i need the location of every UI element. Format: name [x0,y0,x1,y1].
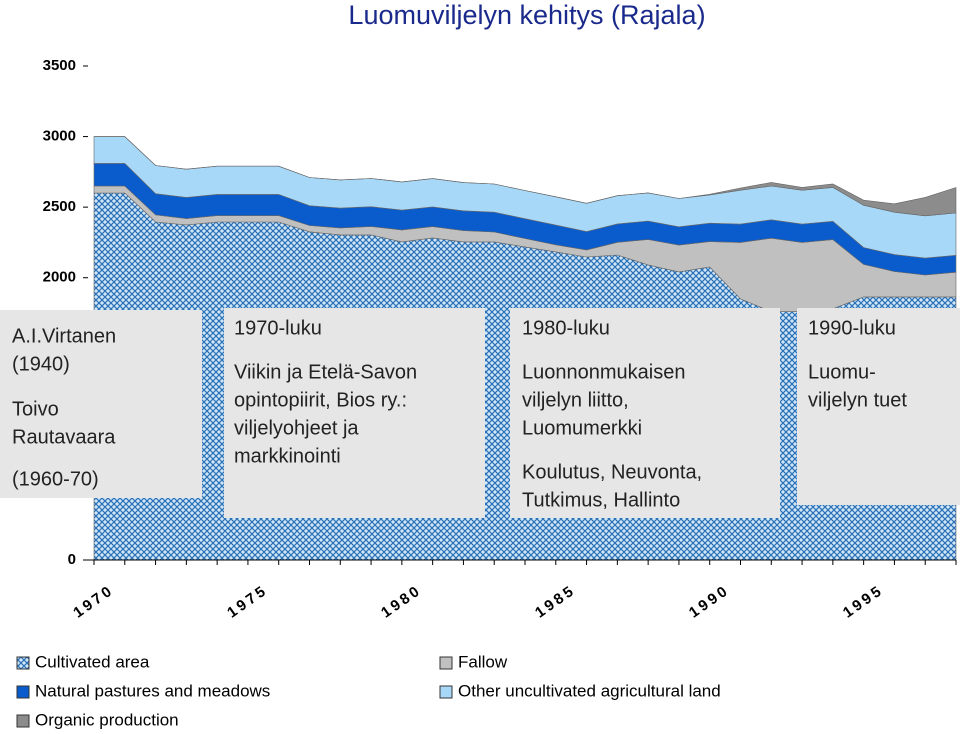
legend-swatch [16,656,30,670]
annotation-text: opintopiirit, Bios ry.: [234,389,407,411]
annotation-text: Rautavaara [12,426,116,448]
y-tick-label: 2000 [43,269,76,286]
area [94,136,957,217]
x-tick-label: 1980 [378,582,425,622]
annotation-text: Viikin ja Etelä-Savon [234,361,417,383]
legend-label: Fallow [458,652,508,671]
annotation-box [510,308,780,518]
legend-swatch [16,714,30,728]
annotation-text: Toivo [12,398,59,420]
annotation-text: Luomumerkki [522,417,642,439]
y-tick-label: 0 [68,551,76,568]
annotation-text: Tutkimus, Hallinto [522,489,680,511]
legend-swatch [16,685,30,699]
legend-swatch [439,685,453,699]
annotation-text: (1940) [12,353,70,375]
legend-swatch [439,656,453,670]
legend-label: Organic production [35,710,179,729]
annotation-text: (1960-70) [12,468,99,490]
legend-label: Natural pastures and meadows [35,681,270,700]
annotation-text: markkinointi [234,445,341,467]
x-tick-label: 1975 [224,582,271,622]
annotation-text: Koulutus, Neuvonta, [522,461,702,483]
legend-label: Cultivated area [35,652,150,671]
annotation-text: viljelyn liitto, [522,389,629,411]
annotation-text: Luomu- [808,361,876,383]
annotation-text: 1970-luku [234,317,322,339]
annotation-box [797,308,960,505]
x-tick-label: 1990 [686,582,733,622]
x-tick-label: 1995 [840,582,887,622]
annotation-text: A.I.Virtanen [12,325,116,347]
annotation-box [0,310,202,498]
annotation-box [224,308,485,518]
annotation-text: 1990-luku [808,317,896,339]
chart-title: Luomuviljelyn kehitys (Rajala) [348,0,705,30]
annotation-text: viljelyohjeet ja [234,417,359,439]
annotation-text: 1980-luku [522,317,610,339]
annotation-text: viljelyn tuet [808,389,907,411]
y-tick-label: 3000 [43,128,76,145]
annotation-text: Luonnonmukaisen [522,361,685,383]
y-tick-label: 2500 [43,198,76,215]
legend-label: Other uncultivated agricultural land [458,681,721,700]
x-tick-label: 1985 [532,582,579,622]
x-tick-label: 1970 [70,582,117,622]
y-tick-label: 3500 [43,57,76,74]
